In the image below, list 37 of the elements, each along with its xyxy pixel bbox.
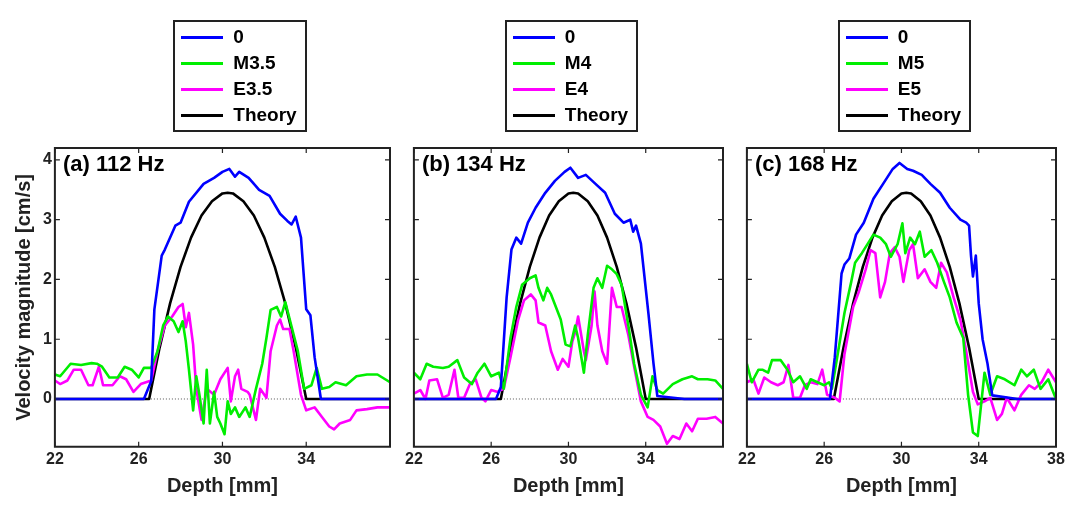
x-tick-label: 30	[892, 449, 911, 467]
legend-label: E3.5	[233, 78, 273, 100]
chart-title: (c) 168 Hz	[754, 151, 858, 177]
y-tick-label: 2	[42, 269, 52, 287]
y-tick-label: 0	[42, 389, 52, 407]
y-axis-title: Velocity magnitude [cm/s]	[11, 174, 34, 421]
y-tick-label: 4	[42, 150, 52, 168]
x-tick-label: 38	[1047, 449, 1065, 467]
y-tick-label: 1	[42, 329, 52, 347]
chart-title: (b) 134 Hz	[421, 151, 526, 177]
x-tick-label: 22	[46, 449, 64, 467]
legend-label: Theory	[233, 104, 297, 126]
y-tick-label: 3	[42, 210, 52, 228]
x-tick-label: 34	[969, 449, 988, 467]
chart-title: (a) 112 Hz	[62, 151, 165, 177]
x-tick-label: 22	[738, 449, 756, 467]
x-tick-label: 26	[482, 449, 501, 467]
legend-label: M3.5	[233, 52, 276, 74]
legend-label: 0	[897, 26, 909, 48]
x-tick-label: 22	[405, 449, 423, 467]
legend-label: M4	[564, 52, 592, 74]
legend-label: E5	[897, 78, 922, 100]
x-tick-label: 30	[559, 449, 578, 467]
legend-label: Theory	[564, 104, 629, 126]
x-tick-label: 30	[213, 449, 232, 467]
x-axis-title: Depth [mm]	[512, 473, 624, 496]
legend-label: Theory	[897, 104, 962, 126]
legend-label: E4	[564, 78, 589, 100]
legend-label: 0	[564, 26, 576, 48]
legend-label: M5	[897, 52, 925, 74]
x-axis-title: Depth [mm]	[166, 473, 278, 496]
x-axis-title: Depth [mm]	[845, 473, 957, 496]
legend-label: 0	[233, 26, 244, 48]
x-tick-label: 26	[815, 449, 834, 467]
x-tick-label: 34	[297, 449, 316, 467]
x-tick-label: 34	[636, 449, 655, 467]
x-tick-label: 26	[129, 449, 148, 467]
